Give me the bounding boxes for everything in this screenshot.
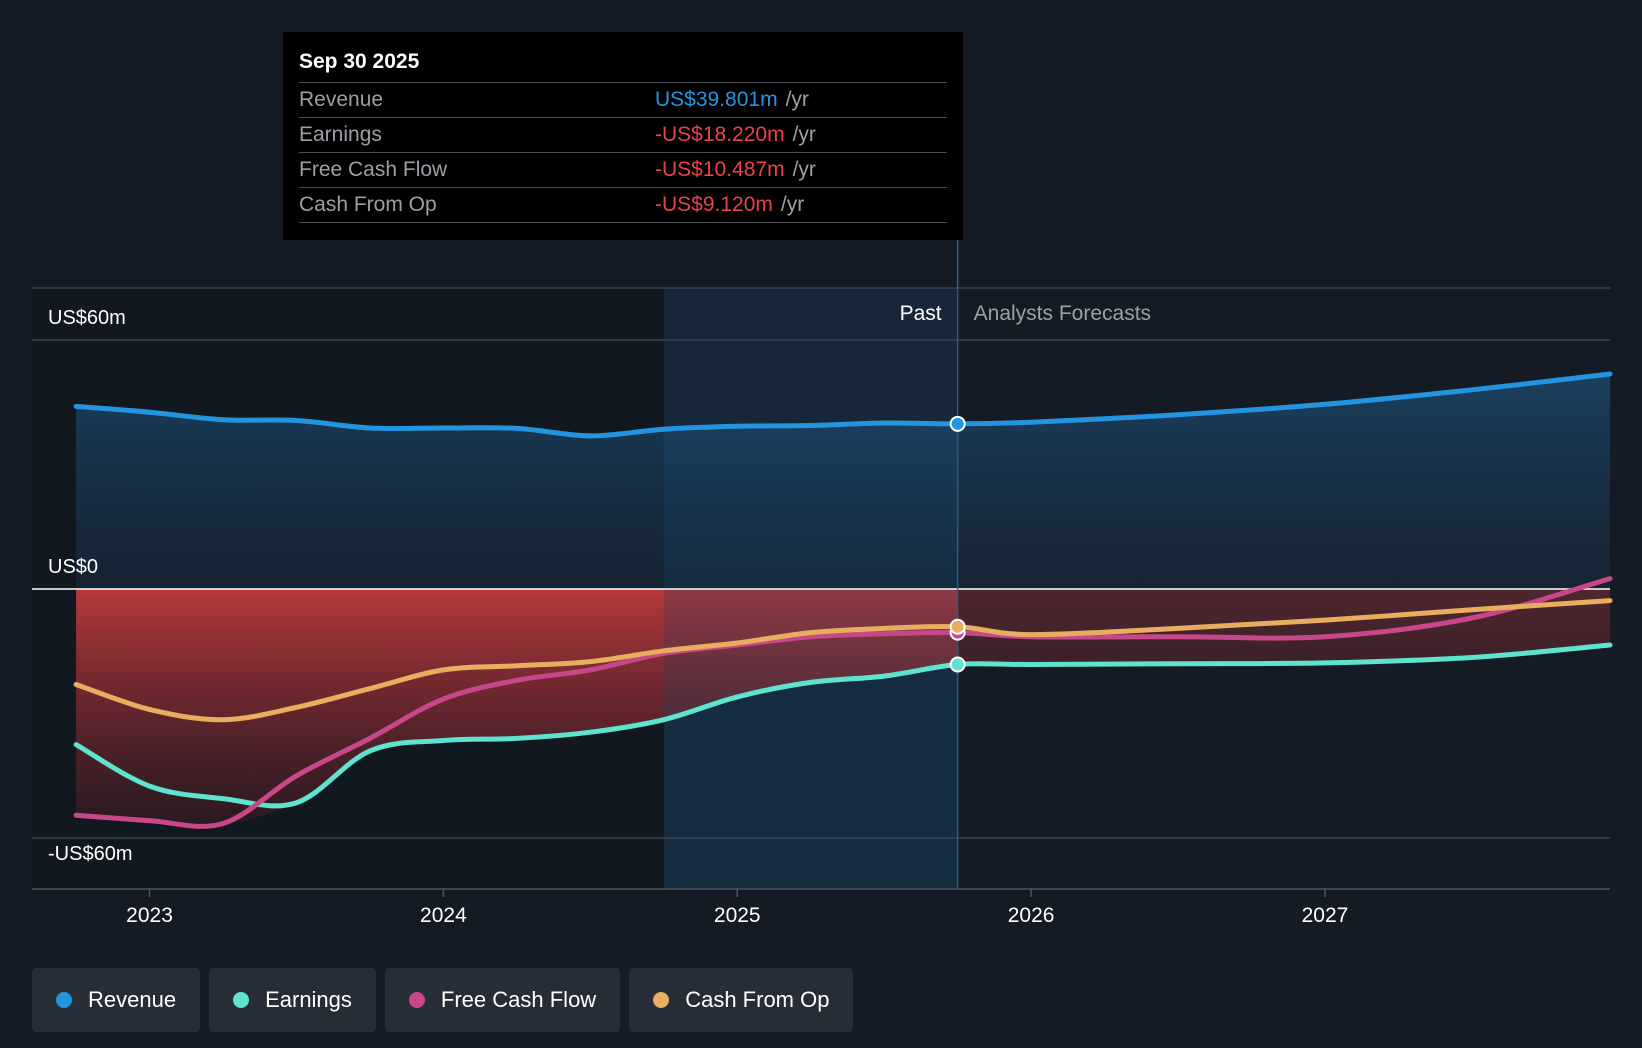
line-cash-from-op	[73, 598, 1613, 723]
legend-dot-icon	[408, 992, 425, 1008]
tooltip-date: Sep 30 2025	[299, 50, 420, 73]
tooltip-row-cash-from-op: Cash From Op -US$9.120m /yr	[299, 187, 947, 223]
legend: Revenue Earnings Free Cash Flow Cash Fro…	[32, 968, 854, 1032]
legend-dot-icon	[653, 992, 670, 1008]
line-earnings	[73, 642, 1613, 809]
x-tick-label: 2026	[1008, 904, 1055, 927]
legend-label: Earnings	[265, 987, 352, 1012]
legend-dot-icon	[56, 992, 72, 1008]
tooltip-label: Revenue	[299, 88, 384, 111]
legend-dot-icon	[233, 992, 250, 1008]
x-tick-label: 2025	[714, 904, 761, 927]
forecast-label: Analysts Forecasts	[974, 302, 1151, 325]
negative-area-forecast	[957, 589, 1610, 665]
tooltip-row-earnings: Earnings -US$18.220m /yr	[299, 117, 947, 152]
tooltip: Sep 30 2025 Revenue US$39.801m /yr Earni…	[283, 32, 963, 240]
negative-area-past	[76, 589, 958, 825]
past-label: Past	[900, 302, 942, 325]
legend-item-revenue[interactable]: Revenue	[32, 968, 201, 1032]
tooltip-label: Cash From Op	[299, 193, 437, 216]
tooltip-label: Earnings	[299, 123, 382, 146]
legend-label: Cash From Op	[685, 987, 830, 1012]
tooltip-value: -US$18.220m	[655, 123, 785, 146]
revenue-area	[76, 374, 1610, 589]
tooltip-row-free-cash-flow: Free Cash Flow -US$10.487m /yr	[299, 152, 947, 187]
tooltip-value: -US$10.487m	[655, 158, 785, 181]
tooltip-unit: /yr	[792, 123, 816, 146]
tooltip-unit: /yr	[792, 158, 816, 181]
legend-label: Revenue	[88, 987, 177, 1012]
line-revenue	[73, 371, 1613, 439]
y-tick-label: US$0	[48, 556, 98, 578]
tooltip-unit: /yr	[785, 88, 809, 111]
x-tick-label: 2027	[1302, 904, 1349, 927]
y-tick-label: -US$60m	[48, 843, 132, 865]
legend-item-earnings[interactable]: Earnings	[209, 968, 376, 1032]
y-tick-label: US$60m	[48, 307, 126, 329]
tooltip-unit: /yr	[780, 193, 805, 216]
marker-cash-from-op	[949, 618, 966, 635]
marker-earnings	[949, 656, 966, 673]
tooltip-row-revenue: Revenue US$39.801m /yr	[299, 82, 947, 117]
marker-revenue	[949, 415, 966, 432]
tooltip-value: -US$9.120m	[655, 193, 773, 216]
x-tick-label: 2024	[420, 904, 467, 927]
legend-item-free-cash-flow[interactable]: Free Cash Flow	[384, 968, 621, 1032]
legend-item-cash-from-op[interactable]: Cash From Op	[629, 968, 854, 1032]
x-tick-label: 2023	[126, 904, 173, 927]
legend-label: Free Cash Flow	[440, 987, 597, 1012]
tooltip-value: US$39.801m	[655, 88, 778, 111]
tooltip-label: Free Cash Flow	[299, 158, 448, 181]
